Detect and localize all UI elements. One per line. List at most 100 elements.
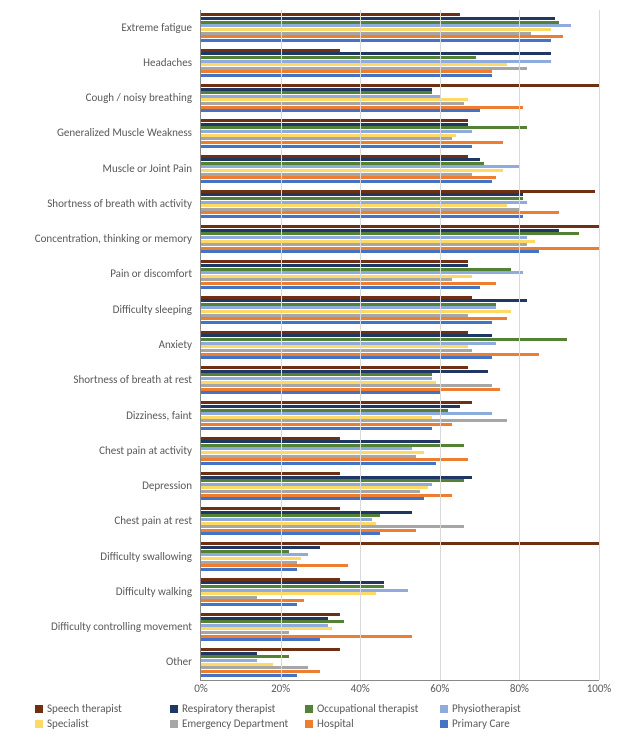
bar: [201, 553, 308, 556]
bar: [201, 67, 527, 70]
bar: [201, 599, 304, 602]
category-label: Shortness of breath at rest: [0, 374, 196, 386]
gridline: [440, 10, 441, 680]
legend-label: Respiratory therapist: [182, 702, 275, 715]
bar: [201, 561, 297, 564]
bar: [201, 437, 340, 440]
bar: [201, 28, 551, 31]
bar: [201, 585, 384, 588]
bar: [201, 52, 551, 55]
bar: [201, 130, 472, 133]
bar: [201, 317, 507, 320]
legend: Speech therapistRespiratory therapistOcc…: [35, 702, 590, 732]
bar: [201, 405, 460, 408]
category-label: Shortness of breath with activity: [0, 198, 196, 210]
bar: [201, 589, 408, 592]
bar: [201, 603, 297, 606]
bar: [201, 525, 464, 528]
bar: [201, 472, 340, 475]
bar: [201, 624, 328, 627]
bar: [201, 349, 472, 352]
legend-label: Emergency Department: [182, 717, 288, 730]
legend-item: Primary Care: [440, 717, 575, 730]
bar: [201, 247, 599, 250]
bar: [201, 416, 432, 419]
bar: [201, 17, 555, 20]
bar: [201, 479, 464, 482]
bar: [201, 529, 416, 532]
bar: [201, 232, 579, 235]
bar: [201, 201, 527, 204]
bar: [201, 84, 599, 87]
bar: [201, 648, 340, 651]
bar: [201, 497, 424, 500]
x-tick-label: 80%: [510, 680, 529, 695]
gridline: [360, 10, 361, 680]
gridline: [281, 10, 282, 680]
bar: [201, 102, 464, 105]
x-tick-label: 60%: [430, 680, 449, 695]
bar: [201, 321, 492, 324]
bar: [201, 126, 527, 129]
x-tick-label: 20%: [271, 680, 290, 695]
legend-item: Emergency Department: [170, 717, 305, 730]
bar: [201, 282, 496, 285]
bar: [201, 592, 376, 595]
bar: [201, 670, 320, 673]
category-label: Chest pain at rest: [0, 515, 196, 527]
gridline: [599, 10, 600, 680]
bar: [201, 145, 472, 148]
bar: [201, 310, 511, 313]
bar: [201, 490, 420, 493]
legend-label: Specialist: [47, 717, 89, 730]
category-label: Headaches: [0, 57, 196, 69]
legend-swatch: [35, 720, 43, 728]
bar: [201, 190, 595, 193]
legend-item: Hospital: [305, 717, 440, 730]
bar: [201, 63, 507, 66]
bar: [201, 260, 468, 263]
bar: [201, 494, 452, 497]
bar: [201, 134, 456, 137]
bar: [201, 193, 523, 196]
bar: [201, 419, 507, 422]
bar: [201, 286, 480, 289]
bar: [201, 617, 328, 620]
bar: [201, 243, 527, 246]
bar: [201, 522, 376, 525]
bar: [201, 271, 523, 274]
bar: [201, 353, 539, 356]
bar: [201, 356, 492, 359]
bar: [201, 532, 380, 535]
bar: [201, 180, 492, 183]
legend-label: Occupational therapist: [317, 702, 418, 715]
bar: [201, 451, 424, 454]
category-label: Generalized Muscle Weakness: [0, 127, 196, 139]
bar: [201, 483, 432, 486]
bar: [201, 169, 503, 172]
bar: [201, 652, 257, 655]
bar: [201, 655, 289, 658]
bar: [201, 514, 380, 517]
bar: [201, 275, 472, 278]
legend-label: Primary Care: [452, 717, 510, 730]
bar: [201, 384, 492, 387]
bar: [201, 225, 599, 228]
bar: [201, 546, 320, 549]
bar: [201, 119, 468, 122]
bar: [201, 197, 523, 200]
bar: [201, 70, 492, 73]
bar: [201, 236, 527, 239]
category-label: Difficulty sleeping: [0, 304, 196, 316]
bar: [201, 21, 559, 24]
bar: [201, 476, 472, 479]
bar: [201, 427, 432, 430]
bar: [201, 13, 460, 16]
bar: [201, 578, 340, 581]
bar: [201, 564, 348, 567]
category-label: Difficulty controlling movement: [0, 621, 196, 633]
x-tick-label: 100%: [587, 680, 612, 695]
legend-item: Specialist: [35, 717, 170, 730]
category-label: Dizziness, faint: [0, 409, 196, 421]
bar: [201, 331, 468, 334]
